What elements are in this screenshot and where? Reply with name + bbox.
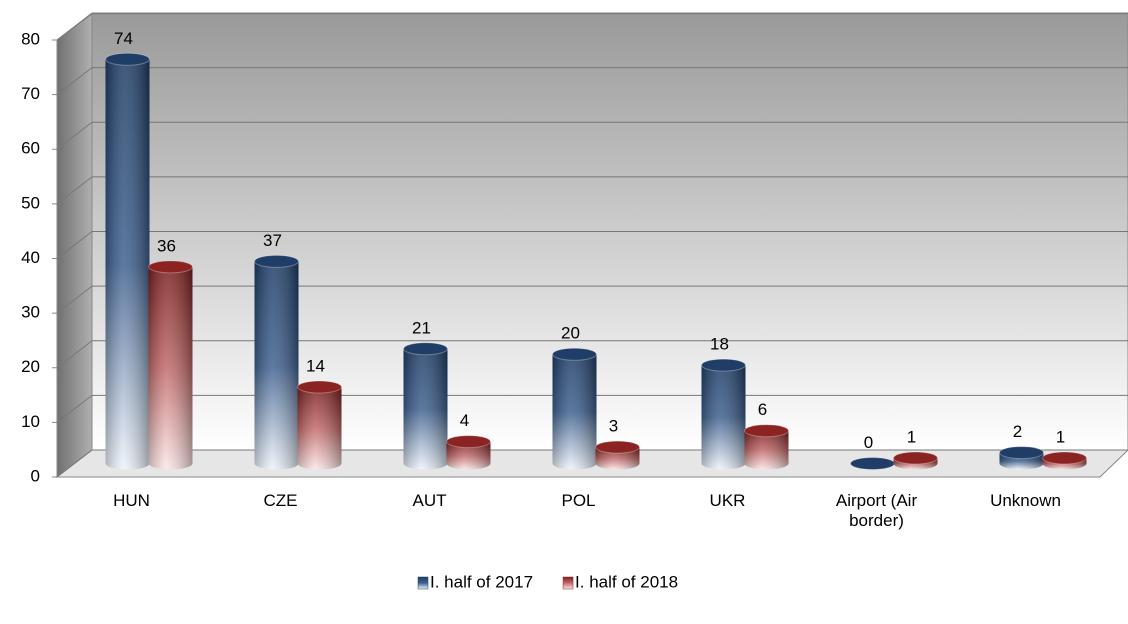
x-tick-label: POL [561, 491, 595, 510]
bar-shade [552, 354, 597, 470]
y-tick-label: 60 [21, 139, 40, 158]
bar-top [148, 260, 193, 274]
bar-top [893, 451, 938, 465]
value-label: 21 [412, 318, 431, 337]
grid-line [56, 231, 93, 259]
bar-top [105, 52, 150, 66]
value-label: 3 [609, 417, 618, 436]
bar-shade [701, 365, 746, 470]
bar-top [1042, 451, 1087, 465]
legend-label: I. half of 2018 [575, 572, 678, 591]
bar [744, 424, 789, 470]
bar-shade [297, 387, 342, 470]
x-tick-label: UKR [710, 491, 746, 510]
value-label: 6 [758, 400, 767, 419]
bar-shade [148, 266, 193, 470]
bar [701, 358, 746, 470]
bar-shade [403, 348, 448, 470]
y-tick-label: 0 [31, 466, 40, 485]
grid-line [56, 340, 93, 369]
bar [105, 52, 150, 470]
grid-line [56, 394, 93, 423]
bar [893, 451, 938, 470]
bar [850, 457, 895, 470]
grid-line [56, 176, 93, 205]
bar-top [999, 446, 1044, 460]
grid-line [56, 449, 93, 478]
y-tick-label: 70 [21, 84, 40, 103]
bar-top [595, 440, 640, 454]
bar-top [254, 254, 299, 268]
bar-top [297, 380, 342, 394]
value-label: 20 [561, 324, 580, 343]
bar-shade [744, 430, 789, 470]
y-tick-label: 20 [21, 357, 40, 376]
legend-marker [417, 576, 429, 590]
x-tick-label: CZE [264, 491, 298, 510]
value-label: 1 [907, 428, 916, 447]
value-label: 36 [157, 236, 176, 255]
x-tick-label: AUT [413, 491, 447, 510]
bar [552, 347, 597, 470]
bar [1042, 451, 1087, 470]
bar [446, 435, 491, 470]
bar-top [850, 457, 895, 470]
y-tick-label: 40 [21, 248, 40, 267]
bar [254, 254, 299, 470]
value-label: 18 [710, 335, 729, 354]
value-label: 74 [114, 29, 133, 48]
bar [999, 446, 1044, 470]
value-label: 37 [263, 231, 282, 250]
bar-top [552, 347, 597, 361]
bar [297, 380, 342, 470]
y-tick-label: 50 [21, 193, 40, 212]
x-tick-label: Unknown [990, 491, 1061, 510]
legend-marker [562, 576, 574, 590]
bar-shade [595, 447, 640, 470]
y-tick-label: 10 [21, 412, 40, 431]
value-label: 0 [864, 433, 873, 452]
value-label: 14 [306, 357, 325, 376]
bar-top [403, 342, 448, 356]
bar-shade [254, 261, 299, 470]
bar-top [744, 424, 789, 438]
value-label: 2 [1013, 422, 1022, 441]
y-tick-label: 30 [21, 303, 40, 322]
legend-label: I. half of 2017 [430, 572, 533, 591]
bar-shade [446, 441, 491, 470]
bar [595, 440, 640, 470]
value-label: 1 [1056, 428, 1065, 447]
grid-line [56, 12, 93, 41]
grid-line [56, 67, 93, 96]
grid-line [56, 285, 93, 314]
bar-top [701, 358, 746, 372]
bar [403, 342, 448, 470]
grid-line [56, 121, 93, 150]
bar [148, 260, 193, 470]
bar-shade [105, 59, 150, 470]
y-tick-label: 80 [21, 29, 40, 48]
x-tick-label: Airport (Air border) [836, 491, 918, 530]
bar-top [446, 435, 491, 449]
value-label: 4 [460, 411, 469, 430]
x-tick-label: HUN [113, 491, 150, 510]
